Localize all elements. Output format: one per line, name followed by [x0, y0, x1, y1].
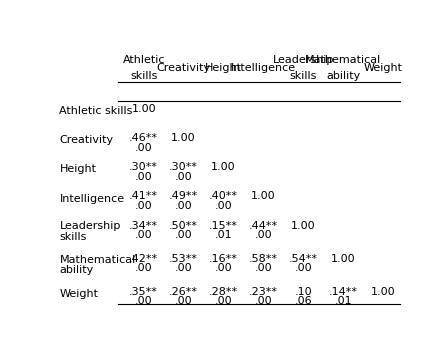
Text: Weight: Weight — [60, 289, 99, 299]
Text: .00: .00 — [135, 172, 152, 182]
Text: .26**: .26** — [169, 287, 198, 297]
Text: .00: .00 — [215, 297, 233, 307]
Text: ability: ability — [60, 265, 94, 275]
Text: .28**: .28** — [209, 287, 238, 297]
Text: skills: skills — [130, 71, 157, 81]
Text: .00: .00 — [254, 263, 272, 273]
Text: 1.00: 1.00 — [331, 254, 356, 264]
Text: Intelligence: Intelligence — [231, 63, 296, 73]
Text: .00: .00 — [215, 263, 233, 273]
Text: .06: .06 — [295, 297, 312, 307]
Text: .40**: .40** — [209, 192, 238, 202]
Text: .46**: .46** — [129, 133, 158, 143]
Text: .44**: .44** — [249, 221, 278, 230]
Text: Weight: Weight — [364, 63, 403, 73]
Text: .01: .01 — [215, 230, 233, 240]
Text: 1.00: 1.00 — [291, 221, 316, 230]
Text: .00: .00 — [175, 263, 192, 273]
Text: ability: ability — [326, 71, 361, 81]
Text: Creativity: Creativity — [60, 135, 114, 145]
Text: .49**: .49** — [169, 192, 198, 202]
Text: .35**: .35** — [129, 287, 158, 297]
Text: skills: skills — [60, 232, 87, 242]
Text: .10: .10 — [295, 287, 312, 297]
Text: 1.00: 1.00 — [211, 162, 236, 172]
Text: .00: .00 — [135, 201, 152, 211]
Text: .30**: .30** — [129, 162, 158, 172]
Text: Athletic skills: Athletic skills — [60, 106, 133, 116]
Text: .53**: .53** — [169, 254, 198, 264]
Text: .00: .00 — [254, 230, 272, 240]
Text: 1.00: 1.00 — [171, 133, 196, 143]
Text: Height: Height — [60, 164, 96, 174]
Text: skills: skills — [290, 71, 317, 81]
Text: Creativity: Creativity — [156, 63, 211, 73]
Text: .54**: .54** — [289, 254, 318, 264]
Text: 1.00: 1.00 — [371, 287, 396, 297]
Text: .30**: .30** — [169, 162, 198, 172]
Text: 1.00: 1.00 — [251, 192, 276, 202]
Text: .34**: .34** — [129, 221, 158, 230]
Text: .00: .00 — [135, 297, 152, 307]
Text: Athletic: Athletic — [122, 55, 165, 65]
Text: Mathematical: Mathematical — [305, 55, 381, 65]
Text: .00: .00 — [215, 201, 233, 211]
Text: Height: Height — [205, 63, 242, 73]
Text: .00: .00 — [175, 230, 192, 240]
Text: .00: .00 — [175, 201, 192, 211]
Text: .01: .01 — [335, 297, 352, 307]
Text: .15**: .15** — [209, 221, 238, 230]
Text: .00: .00 — [135, 263, 152, 273]
Text: Intelligence: Intelligence — [60, 194, 125, 204]
Text: .14**: .14** — [329, 287, 358, 297]
Text: Leadership: Leadership — [60, 222, 121, 232]
Text: .00: .00 — [175, 297, 192, 307]
Text: Mathematical: Mathematical — [60, 255, 136, 265]
Text: .00: .00 — [295, 263, 312, 273]
Text: .16**: .16** — [209, 254, 238, 264]
Text: .41**: .41** — [129, 192, 158, 202]
Text: .00: .00 — [175, 172, 192, 182]
Text: .50**: .50** — [169, 221, 198, 230]
Text: .42**: .42** — [129, 254, 158, 264]
Text: 1.00: 1.00 — [131, 104, 156, 114]
Text: .00: .00 — [135, 143, 152, 153]
Text: .23**: .23** — [249, 287, 278, 297]
Text: .00: .00 — [135, 230, 152, 240]
Text: .00: .00 — [254, 297, 272, 307]
Text: Leadership: Leadership — [273, 55, 334, 65]
Text: .58**: .58** — [249, 254, 278, 264]
